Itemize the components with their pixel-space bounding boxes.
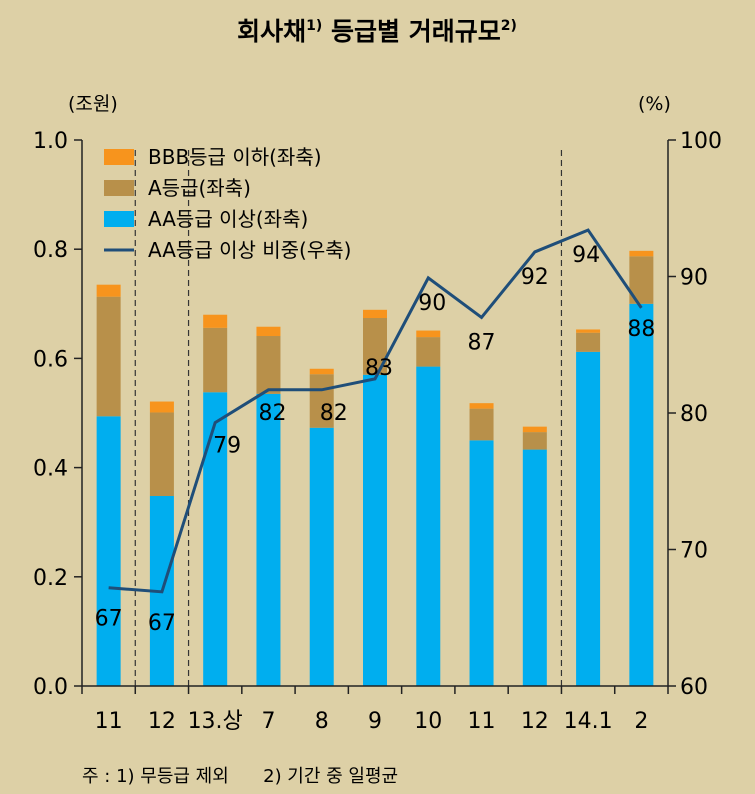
bar-segment <box>96 296 121 417</box>
left-tick-label: 0.8 <box>33 238 68 263</box>
right-axis-unit: (%) <box>638 93 671 115</box>
x-tick-label: 10 <box>414 709 442 734</box>
legend-label: AA등급 이상(좌축) <box>148 207 308 231</box>
bar-segment <box>469 403 494 409</box>
bar-segment <box>149 401 174 413</box>
left-tick-label: 0.4 <box>33 457 68 482</box>
x-tick-label: 7 <box>261 709 275 734</box>
bar-segment <box>522 449 547 686</box>
left-axis-unit: (조원) <box>68 93 118 115</box>
legend-swatch <box>104 180 134 196</box>
line-data-label: 90 <box>418 291 446 316</box>
x-tick-label: 11 <box>95 709 123 734</box>
bar-segment <box>469 440 494 686</box>
bar-segment <box>203 392 228 686</box>
left-tick-label: 0.0 <box>33 675 68 700</box>
x-tick-label: 8 <box>315 709 329 734</box>
bar-segment <box>522 432 547 450</box>
legend-label: A등급(좌축) <box>148 176 251 200</box>
legend-swatch <box>104 211 134 227</box>
legend-label: AA등급 이상 비중(우축) <box>148 238 351 262</box>
bar-segment <box>416 366 441 686</box>
bar-segment <box>203 327 228 393</box>
x-tick-label: 9 <box>368 709 382 734</box>
bar-segment <box>309 427 334 686</box>
bar-segment <box>363 309 387 318</box>
line-data-label: 67 <box>95 607 123 632</box>
left-tick-label: 0.6 <box>33 347 68 372</box>
line-data-label: 82 <box>320 401 348 426</box>
bar-segment <box>576 332 601 352</box>
line-data-label: 67 <box>148 611 176 636</box>
right-tick-label: 100 <box>680 129 722 154</box>
x-tick-label: 12 <box>148 709 176 734</box>
bar-segment <box>96 416 121 686</box>
line-data-label: 92 <box>521 265 549 290</box>
x-tick-label: 13.상 <box>188 709 243 734</box>
bar-segment <box>522 426 547 433</box>
bar-segment <box>576 329 601 333</box>
x-tick-label: 14.1 <box>564 709 613 734</box>
bar-segment <box>629 250 654 257</box>
bar-segment <box>309 368 334 375</box>
line-data-label: 88 <box>627 317 655 342</box>
footnote: 주 : 1) 무등급 제외 2) 기간 중 일평균 <box>82 766 398 787</box>
right-tick-label: 60 <box>680 675 708 700</box>
bar-segment <box>256 393 281 686</box>
bar-segment <box>203 314 228 328</box>
bar-segment <box>149 412 174 496</box>
chart-title: 회사채1) 등급별 거래규모2) <box>237 17 517 46</box>
legend-swatch <box>104 149 134 165</box>
line-series: 67 67 79 82 82 83 90 87 92 94 88 <box>95 228 655 636</box>
line-data-label: 94 <box>572 243 600 268</box>
right-tick-label: 90 <box>680 266 708 291</box>
bar-segment <box>96 284 121 297</box>
bar-segment <box>416 330 441 338</box>
bar-segment <box>416 337 441 367</box>
bar-segment <box>576 351 601 686</box>
legend-label: BBB등급 이하(좌축) <box>148 145 322 169</box>
line-data-label: 79 <box>213 434 241 459</box>
bar-segment <box>629 303 654 686</box>
legend: BBB등급 이하(좌축) A등급(좌축) AA등급 이상(좌축) AA등급 이상 비중… <box>104 145 351 262</box>
share-line <box>108 228 643 594</box>
bar-segment <box>256 336 281 394</box>
right-tick-label: 80 <box>680 402 708 427</box>
line-data-label: 87 <box>468 330 496 355</box>
right-tick-label: 70 <box>680 539 708 564</box>
left-tick-label: 0.2 <box>33 566 68 591</box>
axes: 0.0 0.2 0.4 0.6 0.8 1.0 60 70 80 90 100 11 12 13.상 7 8 9… <box>33 129 722 734</box>
line-data-label: 82 <box>258 401 286 426</box>
bar-segment <box>256 326 281 337</box>
x-tick-label: 2 <box>634 709 648 734</box>
bars <box>96 250 654 686</box>
left-tick-label: 1.0 <box>33 129 68 154</box>
line-data-label: 83 <box>365 356 393 381</box>
bar-segment <box>363 374 387 686</box>
bar-segment <box>469 408 494 441</box>
x-tick-label: 11 <box>468 709 496 734</box>
x-tick-label: 12 <box>521 709 549 734</box>
bar-segment <box>309 374 334 428</box>
